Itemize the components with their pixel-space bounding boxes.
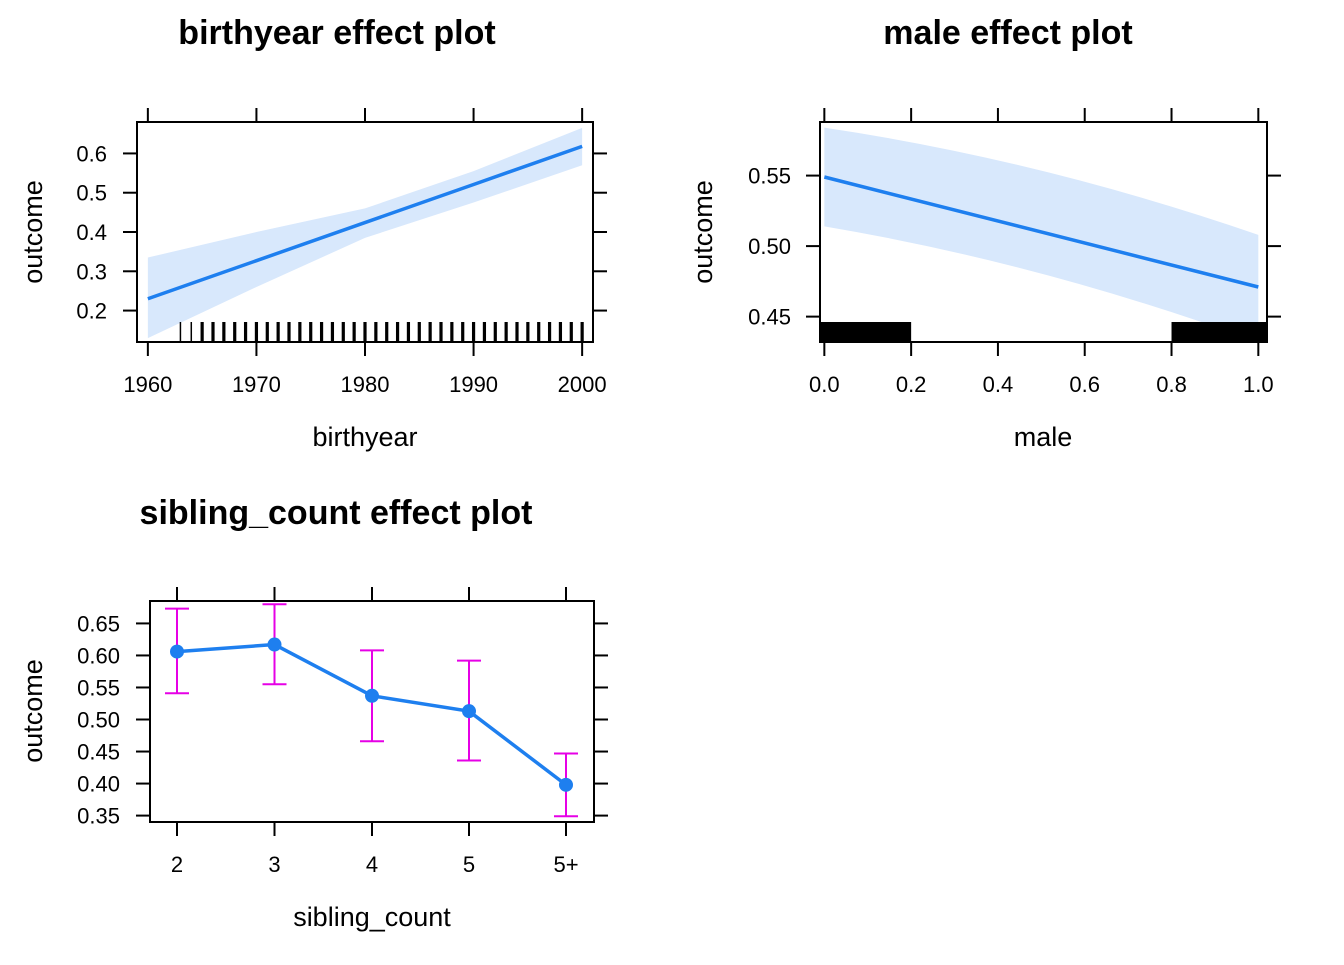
male-plot-frame [819, 121, 1268, 343]
y-tick-label: 0.3 [76, 259, 107, 284]
birthyear-confidence-band [147, 127, 583, 339]
x-tick-label: 0.6 [1069, 372, 1100, 397]
x-tick-label: 2 [171, 852, 183, 877]
x-tick-label: 5+ [553, 852, 578, 877]
male-y-ticks: 0.45 0.50 0.55 [748, 164, 1281, 330]
y-tick-label: 0.55 [77, 675, 120, 700]
birthyear-series [147, 144, 583, 301]
x-tick-label: 0.0 [809, 372, 840, 397]
effect-point [559, 777, 573, 792]
male-y-axis-label: outcome [688, 180, 718, 284]
male-rug [820, 322, 1267, 342]
male-x-axis-label: male [1014, 422, 1073, 452]
x-tick-label: 1960 [123, 372, 172, 397]
male-band-area [824, 127, 1259, 343]
y-tick-label: 0.2 [76, 299, 107, 324]
x-tick-label: 1.0 [1243, 372, 1274, 397]
sibling-count-chart-title: sibling_count effect plot [140, 494, 533, 532]
x-tick-label: 0.2 [896, 372, 927, 397]
rug-block-female [820, 322, 912, 342]
x-tick-label: 0.4 [983, 372, 1014, 397]
sibling-count-y-axis-label: outcome [18, 659, 48, 763]
male-x-ticks: 0.0 0.2 0.4 0.6 0.8 1.0 [809, 108, 1274, 397]
birthyear-panel: birthyear effect plot 1960 1970 1980 1990 20… [18, 14, 607, 452]
x-tick-label: 2000 [558, 372, 607, 397]
male-confidence-band [824, 127, 1259, 343]
y-tick-label: 0.35 [77, 804, 120, 829]
birthyear-fit-line [147, 144, 583, 301]
birthyear-rug [179, 322, 584, 342]
sibling-count-panel: sibling_count effect plot 2 3 4 5 5+ 0.35 0.4… [18, 494, 608, 932]
y-tick-label: 0.4 [76, 220, 107, 245]
x-tick-label: 4 [366, 852, 378, 877]
birthyear-y-ticks: 0.2 0.3 0.4 0.5 0.6 [76, 141, 607, 324]
birthyear-y-axis-label: outcome [18, 180, 48, 284]
y-tick-label: 0.60 [77, 643, 120, 668]
y-tick-label: 0.45 [748, 305, 791, 330]
sibling-count-series [165, 603, 578, 818]
male-fit-line [823, 175, 1259, 289]
y-tick-label: 0.65 [77, 611, 120, 636]
x-tick-label: 3 [268, 852, 280, 877]
y-tick-label: 0.5 [76, 181, 107, 206]
birthyear-band-area [147, 127, 583, 339]
effect-point [267, 637, 282, 652]
birthyear-x-axis-label: birthyear [312, 422, 417, 452]
y-tick-label: 0.50 [77, 708, 120, 733]
effect-point [462, 704, 476, 719]
y-tick-label: 0.55 [748, 164, 791, 189]
x-tick-label: 1990 [449, 372, 498, 397]
effect-point [170, 644, 184, 659]
birthyear-x-ticks: 1960 1970 1980 1990 2000 [123, 108, 607, 397]
birthyear-chart-title: birthyear effect plot [178, 14, 495, 52]
x-tick-label: 0.8 [1156, 372, 1187, 397]
x-tick-label: 1980 [341, 372, 390, 397]
sibling-count-x-ticks: 2 3 4 5 5+ [171, 587, 579, 877]
x-tick-label: 1970 [232, 372, 281, 397]
sibling-count-y-ticks: 0.35 0.40 0.45 0.50 0.55 0.60 0.65 [77, 611, 608, 829]
male-panel: male effect plot 0.0 0.2 0.4 0.6 0.8 1.0 0.45… [688, 14, 1281, 452]
y-tick-label: 0.6 [76, 141, 107, 166]
y-tick-label: 0.40 [77, 772, 120, 797]
male-series [823, 175, 1259, 289]
effect-point [365, 688, 379, 703]
y-tick-label: 0.45 [77, 740, 120, 765]
x-tick-label: 5 [463, 852, 475, 877]
male-chart-title: male effect plot [883, 14, 1132, 52]
rug-block-male [1171, 322, 1267, 342]
y-tick-label: 0.50 [748, 234, 791, 259]
sibling-count-x-axis-label: sibling_count [293, 902, 451, 932]
